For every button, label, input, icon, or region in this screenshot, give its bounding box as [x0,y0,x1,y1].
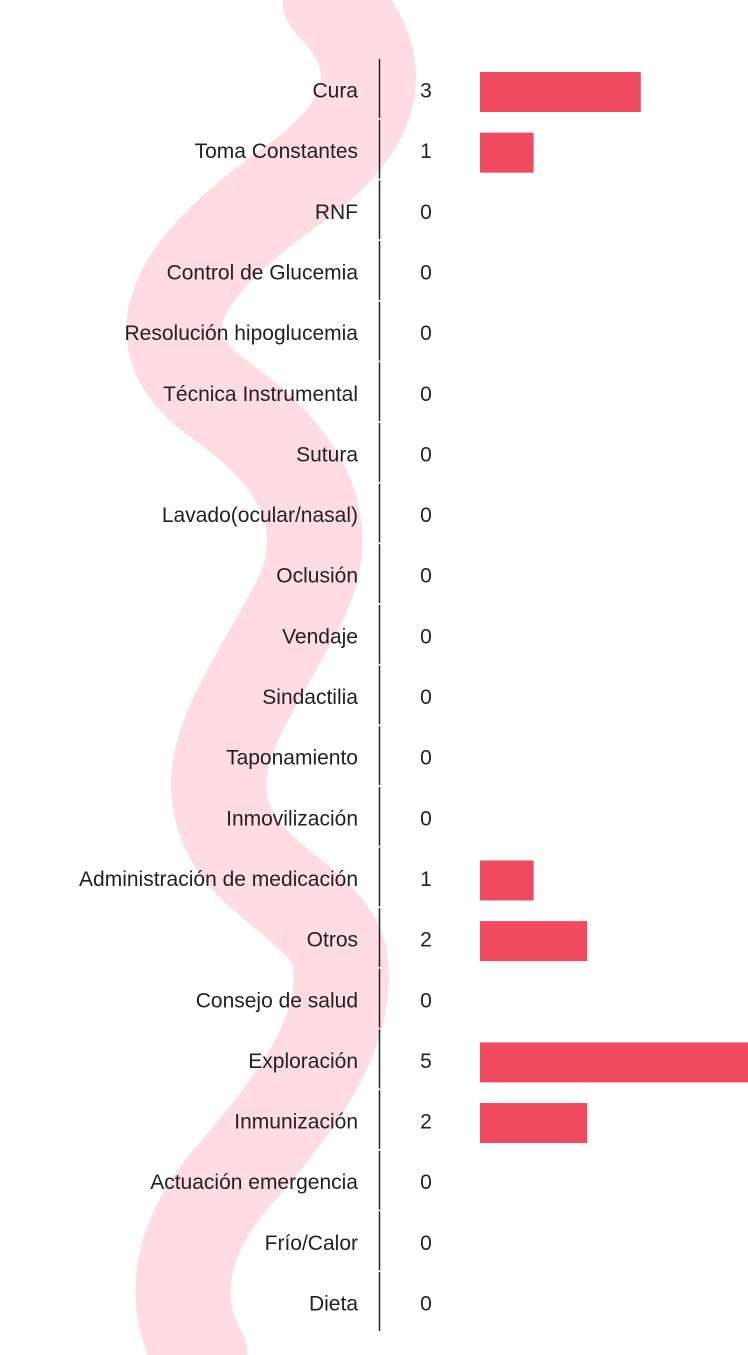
value-label: 0 [420,807,432,830]
bar [480,132,534,173]
category-label: Administración de medicación [79,868,358,891]
value-label: 1 [420,868,432,891]
background-decoration [126,0,416,1355]
category-label: Técnica Instrumental [163,383,358,406]
value-label: 0 [420,322,432,345]
bar [480,860,534,901]
category-label: Exploración [248,1050,358,1073]
value-label: 0 [420,686,432,709]
category-label: Cura [312,80,358,103]
value-label: 5 [420,1050,432,1073]
value-label: 0 [420,201,432,224]
bar [480,72,641,112]
category-label: Inmovilización [226,807,358,830]
category-label: RNF [315,201,358,224]
bar [480,921,588,962]
category-label: Resolución hipoglucemia [125,322,359,345]
value-label: 0 [420,1232,432,1255]
value-label: 1 [420,140,432,163]
category-label: Consejo de salud [196,989,358,1012]
category-label: Otros [307,929,358,952]
value-label: 0 [420,504,432,527]
category-label: Sindactilia [262,686,358,709]
category-label: Actuación emergencia [150,1171,358,1194]
value-label: 0 [420,989,432,1012]
value-label: 0 [420,565,432,588]
value-label: 2 [420,929,432,952]
category-label: Toma Constantes [195,140,358,163]
category-label: Vendaje [282,625,358,648]
bar [480,1103,588,1144]
value-label: 2 [420,1111,432,1134]
category-label: Oclusión [276,565,358,588]
category-label: Inmunización [234,1111,358,1134]
category-label: Taponamiento [226,747,358,770]
value-label: 0 [420,1171,432,1194]
value-label: 0 [420,443,432,466]
category-label: Sutura [296,443,358,466]
value-label: 0 [420,625,432,648]
category-label: Frío/Calor [265,1232,358,1255]
category-label: Lavado(ocular/nasal) [162,504,358,527]
category-label: Dieta [309,1293,358,1316]
value-label: 3 [420,80,432,103]
value-label: 0 [420,383,432,406]
bar [480,1042,748,1083]
value-label: 0 [420,261,432,284]
value-label: 0 [420,1293,432,1316]
value-label: 0 [420,747,432,770]
category-label: Control de Glucemia [167,261,359,284]
